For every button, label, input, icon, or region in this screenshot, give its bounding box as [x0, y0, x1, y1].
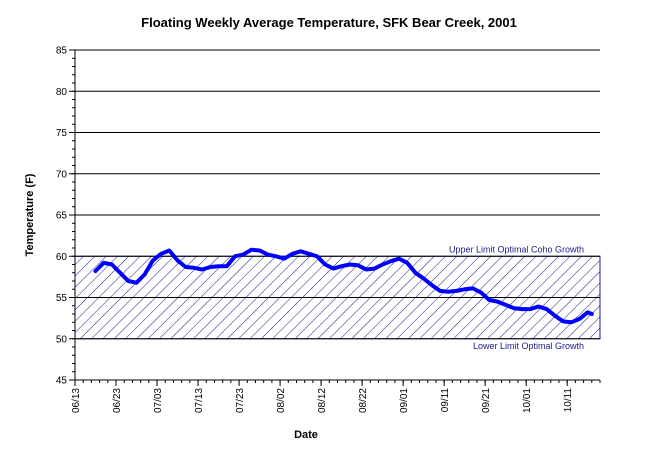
x-tick-label: 10/11 — [563, 388, 574, 413]
y-tick-label: 70 — [56, 169, 68, 180]
x-axis-label: Date — [294, 429, 318, 441]
y-tick-label: 45 — [56, 376, 68, 387]
x-tick-label: 09/11 — [440, 388, 451, 413]
threshold-label: Lower Limit Optimal Growth — [473, 341, 584, 351]
chart-title: Floating Weekly Average Temperature, SFK… — [141, 15, 517, 30]
x-tick-label: 08/12 — [317, 388, 328, 413]
x-tick-label: 07/13 — [194, 388, 205, 413]
y-tick-label: 60 — [56, 252, 68, 263]
x-tick-label: 09/01 — [399, 388, 410, 413]
y-tick-label: 50 — [56, 334, 68, 345]
data-line — [93, 247, 594, 325]
y-tick-label: 65 — [56, 211, 68, 222]
y-tick-label: 85 — [56, 46, 68, 57]
x-tick-label: 08/22 — [358, 388, 369, 413]
x-tick-label: 08/02 — [276, 388, 287, 413]
y-tick-label: 75 — [56, 128, 68, 139]
y-tick-label: 80 — [56, 87, 68, 98]
x-tick-label: 09/21 — [481, 388, 492, 413]
threshold-label: Upper Limit Optimal Coho Growth — [449, 244, 584, 254]
x-tick-label: 07/23 — [235, 388, 246, 413]
x-tick-label: 06/23 — [112, 388, 123, 413]
y-axis-label: Temperature (F) — [24, 173, 36, 256]
y-tick-label: 55 — [56, 293, 68, 304]
x-tick-label: 06/13 — [71, 388, 82, 413]
x-tick-label: 10/01 — [522, 388, 533, 413]
x-tick-label: 07/03 — [153, 388, 164, 413]
